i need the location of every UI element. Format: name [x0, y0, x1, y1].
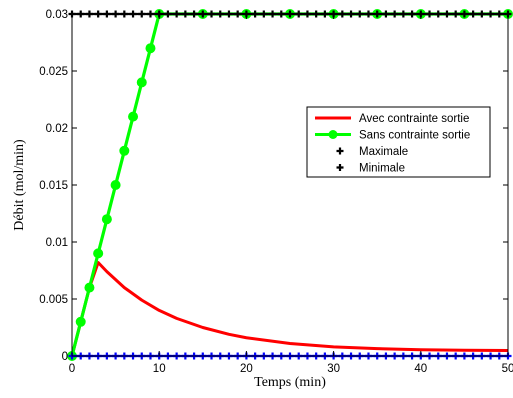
- x-axis-title: Temps (min): [254, 375, 326, 390]
- legend-entry-3: Minimale: [336, 163, 405, 175]
- legend-marker: [328, 130, 338, 139]
- x-tick-label: 20: [240, 363, 253, 375]
- legend-label: Sans contrainte sortie: [359, 130, 470, 142]
- legend-label: Maximale: [359, 146, 408, 158]
- y-tick-label: 0: [62, 351, 68, 363]
- data-point: [136, 77, 147, 88]
- axes: 0 10 20 30 40 50 0 0.005 0.01 0.015 0.02 0.025 0.03 T…: [12, 9, 513, 390]
- y-tick-label: 0.02: [46, 123, 68, 135]
- y-tick-label: 0.01: [46, 237, 68, 249]
- data-point: [75, 316, 86, 327]
- x-tick-label: 50: [502, 363, 513, 375]
- legend: Avec contrainte sortie Sans contrainte so…: [306, 106, 491, 178]
- plot-area: [67, 9, 513, 361]
- data-point: [101, 214, 112, 225]
- y-tick-label: 0.015: [39, 180, 68, 192]
- x-tick-label: 0: [69, 363, 75, 375]
- plot-background: [72, 14, 508, 356]
- series-line: [70, 261, 509, 357]
- data-point: [145, 43, 156, 54]
- x-tick-label: 40: [414, 363, 427, 375]
- series-0: [70, 261, 509, 357]
- legend-label: Minimale: [359, 163, 405, 175]
- data-point: [93, 248, 104, 259]
- data-point: [110, 180, 121, 190]
- y-tick-label: 0.005: [39, 294, 68, 306]
- legend-label: Avec contrainte sortie: [359, 113, 469, 125]
- x-tick-label: 10: [153, 363, 166, 375]
- y-tick-label: 0.025: [39, 66, 68, 78]
- legend-symbol: [336, 164, 344, 171]
- y-axis-title: Débit (mol/min): [12, 139, 27, 231]
- y-tick-label: 0.03: [46, 9, 68, 21]
- data-point: [119, 145, 130, 156]
- legend-entry-0: Avec contrainte sortie: [315, 113, 469, 125]
- x-tick-label: 30: [327, 363, 340, 375]
- legend-symbol: [336, 147, 344, 155]
- legend-entry-1: Sans contrainte sortie: [315, 130, 470, 142]
- legend-entry-2: Maximale: [336, 146, 408, 158]
- data-point: [84, 282, 95, 293]
- data-point: [128, 111, 139, 122]
